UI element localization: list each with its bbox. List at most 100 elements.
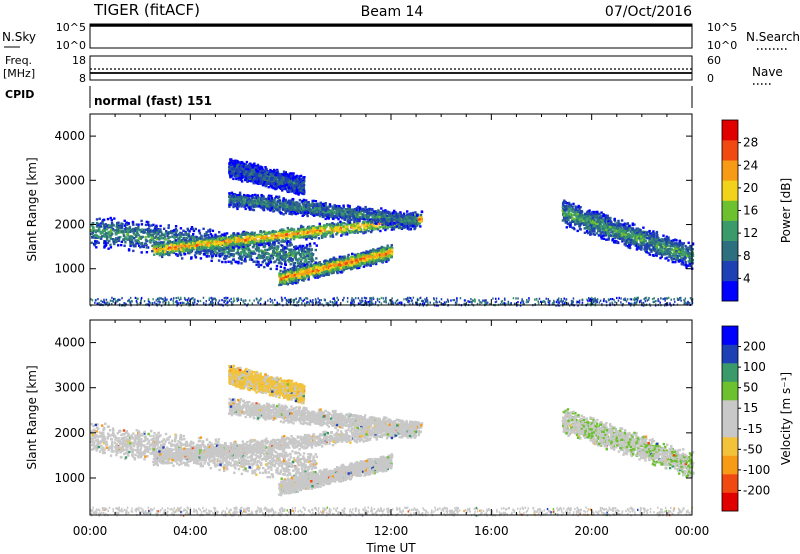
power-cell bbox=[237, 233, 239, 235]
power-cell bbox=[115, 237, 117, 239]
power-cell bbox=[91, 242, 93, 244]
power-cell bbox=[104, 230, 106, 232]
power-cell bbox=[305, 238, 307, 240]
power-cell bbox=[319, 227, 321, 229]
power-cell bbox=[329, 235, 331, 237]
power-cell bbox=[196, 237, 198, 239]
power-cell bbox=[357, 224, 359, 226]
power-cell bbox=[182, 230, 184, 232]
power-cell bbox=[262, 257, 264, 259]
power-cell bbox=[248, 255, 250, 257]
power-cell bbox=[192, 233, 194, 235]
power-cell bbox=[208, 255, 210, 257]
power-cell bbox=[300, 259, 302, 261]
power-cell bbox=[182, 242, 184, 244]
power-cell bbox=[149, 230, 151, 232]
power-cell bbox=[306, 275, 308, 277]
power-cell bbox=[292, 255, 294, 257]
power-cell bbox=[132, 250, 134, 252]
power-cell bbox=[332, 236, 334, 238]
power-cell bbox=[94, 243, 96, 245]
power-cell bbox=[243, 253, 245, 255]
power-cell bbox=[102, 230, 104, 232]
power-cell bbox=[392, 227, 394, 229]
power-cell bbox=[306, 249, 308, 251]
power-cell bbox=[258, 244, 260, 246]
power-cell bbox=[237, 261, 239, 263]
power-cell bbox=[386, 248, 388, 250]
power-cell bbox=[181, 257, 183, 259]
power-cell bbox=[328, 231, 330, 233]
power-cell bbox=[419, 225, 421, 227]
power-cell bbox=[351, 261, 353, 263]
date-title: 07/Oct/2016 bbox=[605, 4, 692, 20]
power-cell bbox=[313, 265, 315, 267]
power-cell bbox=[203, 235, 205, 237]
power-cell bbox=[117, 222, 119, 224]
power-cell bbox=[385, 253, 387, 255]
power-cell bbox=[156, 253, 158, 255]
freq-label-2: [MHz] bbox=[3, 67, 35, 80]
power-cell bbox=[263, 266, 265, 268]
power-cell bbox=[285, 276, 287, 278]
power-cell bbox=[271, 257, 273, 259]
power-cell bbox=[177, 238, 179, 240]
power-cell bbox=[266, 240, 268, 242]
power-cell bbox=[121, 231, 123, 233]
power-cell bbox=[110, 246, 112, 248]
power-cell bbox=[95, 246, 97, 248]
power-cell bbox=[198, 229, 200, 231]
power-cell bbox=[260, 240, 262, 242]
power-cell bbox=[346, 223, 348, 225]
power-cell bbox=[113, 224, 115, 226]
power-cell bbox=[355, 262, 357, 264]
power-cell bbox=[201, 240, 203, 242]
power-cell bbox=[297, 228, 299, 230]
power-cell bbox=[332, 258, 334, 260]
power-cell bbox=[252, 236, 254, 238]
power-cell bbox=[153, 254, 155, 256]
power-cell bbox=[266, 256, 268, 258]
power-cell bbox=[305, 230, 307, 232]
power-cell bbox=[274, 230, 276, 232]
power-cell bbox=[329, 267, 331, 269]
power-cell bbox=[323, 235, 325, 237]
power-cell bbox=[168, 224, 170, 226]
power-cell bbox=[223, 234, 225, 236]
power-cell bbox=[248, 244, 250, 246]
power-cell bbox=[189, 238, 191, 240]
power-cell bbox=[303, 236, 305, 238]
power-cell bbox=[305, 246, 307, 248]
power-cell bbox=[125, 231, 127, 233]
nsearch-label: N.Search bbox=[746, 30, 800, 44]
power-cell bbox=[287, 230, 289, 232]
power-cell bbox=[282, 275, 284, 277]
power-cell bbox=[90, 229, 92, 231]
power-cell bbox=[121, 241, 123, 243]
power-cell bbox=[191, 247, 193, 249]
power-cell bbox=[307, 278, 309, 280]
power-cell bbox=[276, 265, 278, 267]
power-cell bbox=[359, 226, 361, 228]
power-cell bbox=[120, 222, 122, 224]
power-cell bbox=[370, 251, 372, 253]
power-cell bbox=[278, 242, 280, 244]
power-cell bbox=[305, 235, 307, 237]
power-cell bbox=[311, 248, 313, 250]
power-cell bbox=[103, 219, 105, 221]
power-cell bbox=[149, 239, 151, 241]
power-cell bbox=[98, 242, 100, 244]
power-cell bbox=[208, 236, 210, 238]
power-cell bbox=[135, 235, 137, 237]
power-cell bbox=[381, 251, 383, 253]
power-cell bbox=[309, 243, 311, 245]
power-cell bbox=[147, 223, 149, 225]
power-cell bbox=[231, 239, 233, 241]
power-cell bbox=[311, 236, 313, 238]
power-cell bbox=[345, 260, 347, 262]
power-cell bbox=[167, 227, 169, 229]
power-cell bbox=[305, 259, 307, 261]
power-cell bbox=[367, 230, 369, 232]
nave-tick-bottom: 0 bbox=[707, 72, 714, 85]
power-cell bbox=[329, 270, 331, 272]
